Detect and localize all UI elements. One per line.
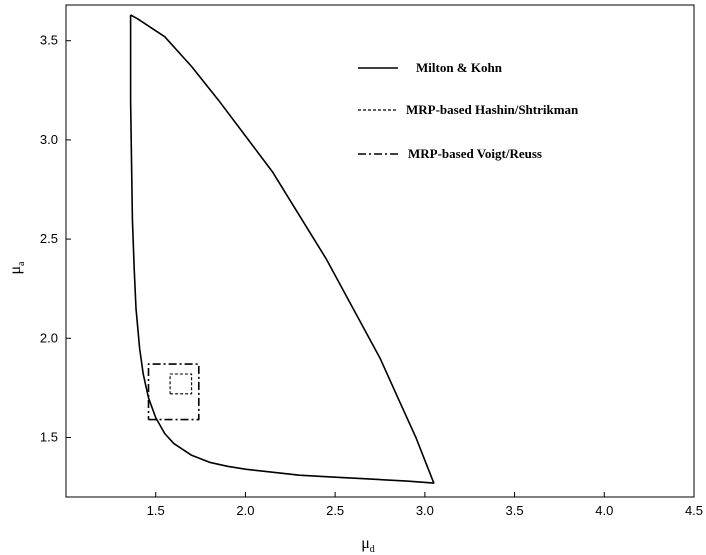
x-tick-label: 3.5 [506, 503, 524, 518]
legend: Milton & Kohn MRP-based Hashin/Shtrikman… [358, 60, 579, 161]
series-line-2 [147, 363, 200, 421]
y-tick-label: 3.5 [40, 33, 58, 48]
x-tick-label: 3.0 [416, 503, 434, 518]
x-tick-label: 4.5 [685, 503, 703, 518]
x-tick-label: 4.0 [595, 503, 613, 518]
series-lines [129, 14, 435, 484]
legend-label-voigt-reuss: MRP-based Voigt/Reuss [408, 146, 542, 161]
legend-label-milton-kohn: Milton & Kohn [416, 60, 503, 75]
legend-label-hashin-shtrikman: MRP-based Hashin/Shtrikman [406, 102, 579, 117]
x-axis-ticks: 1.5 2.0 2.5 3.0 3.5 4.0 4.5 [147, 492, 703, 518]
y-axis-label: μa [7, 261, 27, 275]
svg-text:μa: μa [7, 261, 27, 275]
series-line-1 [169, 373, 193, 395]
plot-frame [65, 4, 695, 498]
x-tick-label: 2.0 [236, 503, 254, 518]
y-tick-label: 2.5 [40, 231, 58, 246]
x-axis-label: μd [361, 535, 375, 555]
series-line-0 [129, 14, 435, 484]
y-axis-ticks: 1.5 2.0 2.5 3.0 3.5 [40, 33, 71, 444]
y-tick-label: 3.0 [40, 132, 58, 147]
y-tick-label: 1.5 [40, 429, 58, 444]
y-tick-label: 2.0 [40, 330, 58, 345]
x-tick-label: 1.5 [147, 503, 165, 518]
x-tick-label: 2.5 [326, 503, 344, 518]
